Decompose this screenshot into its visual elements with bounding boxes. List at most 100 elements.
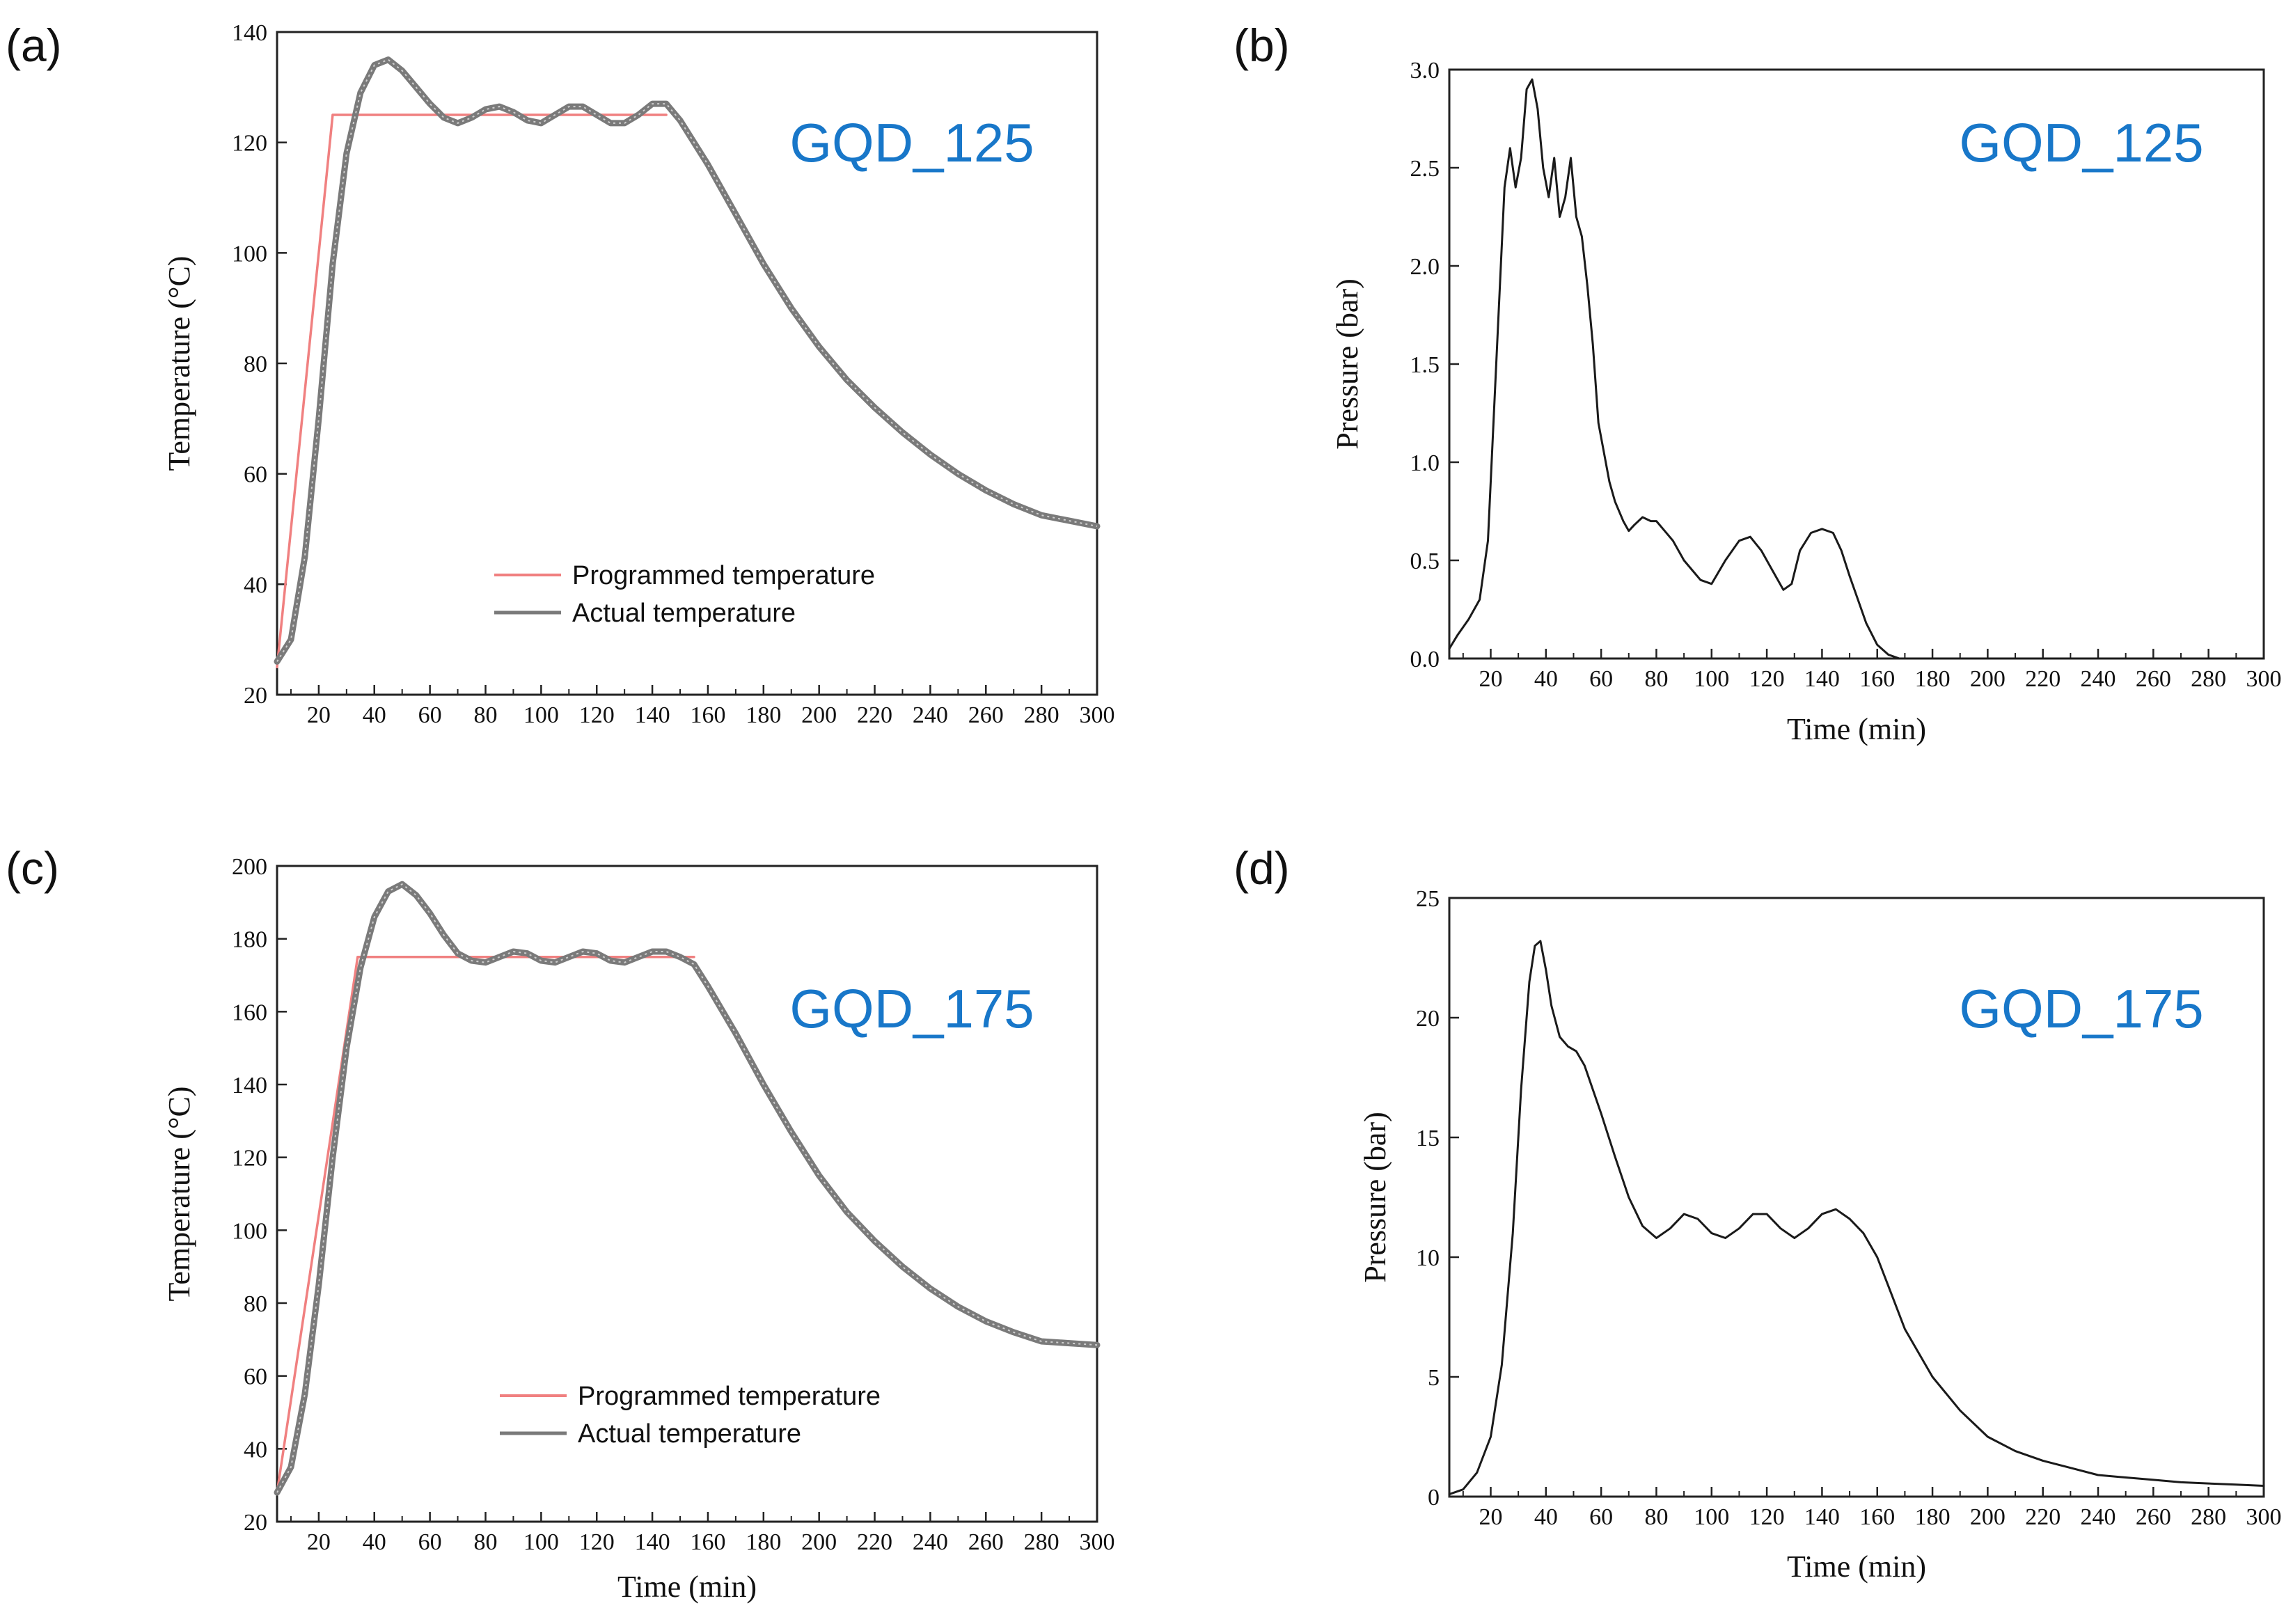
panel-label: (a) bbox=[6, 19, 62, 71]
x-tick-label: 260 bbox=[2136, 1504, 2171, 1530]
x-tick-label: 180 bbox=[746, 702, 781, 728]
x-tick-label: 160 bbox=[690, 702, 725, 728]
x-tick-label: 140 bbox=[635, 1529, 670, 1555]
x-tick-label: 300 bbox=[1080, 1529, 1115, 1555]
y-tick-label: 60 bbox=[244, 462, 267, 488]
y-tick-label: 20 bbox=[244, 683, 267, 709]
x-tick-label: 40 bbox=[363, 1529, 386, 1555]
x-tick-label: 240 bbox=[2081, 1504, 2116, 1530]
x-tick-label: 120 bbox=[1749, 1504, 1785, 1530]
x-tick-label: 60 bbox=[1589, 666, 1613, 692]
y-tick-label: 10 bbox=[1416, 1245, 1440, 1271]
x-tick-label: 300 bbox=[2246, 666, 2282, 692]
sample-label: GQD_125 bbox=[789, 112, 1034, 173]
y-tick-label: 100 bbox=[232, 241, 267, 267]
x-tick-label: 220 bbox=[2025, 1504, 2060, 1530]
x-tick-label: 220 bbox=[857, 1529, 892, 1555]
plot-frame bbox=[276, 865, 1098, 1523]
x-tick-label: 40 bbox=[363, 702, 386, 728]
y-axis-label: Temperature (°C) bbox=[162, 256, 196, 471]
panel-b-pressure-gqd125: 20 40 60 80 100 120 140 160 180 200 220 240 260 280 30… bbox=[1234, 19, 2282, 746]
panel-d-pressure-gqd175: 20 40 60 80 100 120 140 160 180 200 220 240 260 280 30… bbox=[1234, 842, 2282, 1584]
x-tick-label: 100 bbox=[1694, 666, 1729, 692]
legend-entry: Actual temperature bbox=[578, 1419, 801, 1449]
legend-entry: Programmed temperature bbox=[572, 561, 875, 590]
y-axis-label: Pressure (bar) bbox=[1330, 278, 1364, 450]
x-tick-label: 140 bbox=[635, 702, 670, 728]
x-tick-label: 60 bbox=[1589, 1504, 1613, 1530]
y-tick-label: 140 bbox=[232, 1073, 267, 1098]
pressure-line bbox=[1448, 940, 2265, 1496]
x-tick-label: 60 bbox=[418, 702, 442, 728]
x-tick-label: 100 bbox=[523, 1529, 559, 1555]
y-tick-label: 160 bbox=[232, 1000, 267, 1025]
x-tick-label: 260 bbox=[2136, 666, 2171, 692]
y-tick-label: 25 bbox=[1416, 886, 1440, 912]
plot-frame bbox=[1448, 897, 2265, 1498]
x-tick-label: 260 bbox=[968, 702, 1004, 728]
y-tick-label: 80 bbox=[244, 1291, 267, 1317]
x-tick-label: 280 bbox=[2191, 666, 2226, 692]
x-tick-label: 220 bbox=[857, 702, 892, 728]
y-tick-label: 120 bbox=[232, 131, 267, 157]
x-tick-label: 160 bbox=[690, 1529, 725, 1555]
x-tick-label: 280 bbox=[1024, 1529, 1059, 1555]
x-tick-label: 20 bbox=[307, 1529, 331, 1555]
actual-temperature-line bbox=[274, 881, 1101, 1496]
x-tick-label: 60 bbox=[418, 1529, 442, 1555]
y-tick-label: 60 bbox=[244, 1364, 267, 1390]
panel-label: (b) bbox=[1234, 19, 1290, 71]
y-tick-label: 80 bbox=[244, 352, 267, 377]
x-tick-label: 300 bbox=[1080, 702, 1115, 728]
x-tick-label: 280 bbox=[2191, 1504, 2226, 1530]
y-tick-label: 140 bbox=[232, 20, 267, 46]
y-tick-label: 200 bbox=[232, 854, 267, 880]
x-tick-label: 80 bbox=[1644, 666, 1668, 692]
x-tick-label: 160 bbox=[1859, 666, 1895, 692]
x-axis-label: Time (min) bbox=[1787, 712, 1926, 746]
x-tick-label: 80 bbox=[473, 1529, 497, 1555]
x-tick-label: 160 bbox=[1859, 1504, 1895, 1530]
x-tick-label: 180 bbox=[1915, 666, 1951, 692]
y-tick-label: 180 bbox=[232, 927, 267, 953]
x-tick-label: 140 bbox=[1804, 1504, 1840, 1530]
x-tick-label: 260 bbox=[968, 1529, 1004, 1555]
legend-entry: Actual temperature bbox=[572, 599, 796, 628]
x-tick-label: 120 bbox=[579, 702, 615, 728]
y-tick-label: 0 bbox=[1428, 1485, 1440, 1511]
y-tick-label: 0.5 bbox=[1410, 549, 1440, 574]
x-tick-label: 120 bbox=[1749, 666, 1785, 692]
y-tick-label: 5 bbox=[1428, 1365, 1440, 1391]
programmed-temperature-line bbox=[276, 956, 695, 1494]
x-tick-label: 300 bbox=[2246, 1504, 2282, 1530]
y-tick-label: 3.0 bbox=[1410, 58, 1440, 84]
x-tick-label: 20 bbox=[1479, 1504, 1502, 1530]
y-tick-label: 2.0 bbox=[1410, 254, 1440, 280]
pressure-line bbox=[1448, 78, 2265, 660]
x-tick-label: 40 bbox=[1534, 1504, 1558, 1530]
x-tick-label: 200 bbox=[801, 702, 837, 728]
y-tick-label: 1.0 bbox=[1410, 450, 1440, 476]
x-tick-label: 280 bbox=[1024, 702, 1059, 728]
x-tick-label: 40 bbox=[1534, 666, 1558, 692]
x-tick-label: 240 bbox=[913, 1529, 948, 1555]
x-tick-label: 220 bbox=[2025, 666, 2060, 692]
x-tick-label: 200 bbox=[1970, 666, 2006, 692]
x-axis-label: Time (min) bbox=[1787, 1550, 1926, 1584]
y-axis-label: Pressure (bar) bbox=[1358, 1112, 1392, 1283]
x-tick-label: 20 bbox=[1479, 666, 1502, 692]
y-tick-label: 15 bbox=[1416, 1126, 1440, 1151]
y-tick-label: 1.5 bbox=[1410, 352, 1440, 378]
x-tick-label: 80 bbox=[473, 702, 497, 728]
y-tick-label: 40 bbox=[244, 1437, 267, 1463]
x-tick-label: 180 bbox=[1915, 1504, 1951, 1530]
x-tick-label: 80 bbox=[1644, 1504, 1668, 1530]
x-tick-label: 200 bbox=[801, 1529, 837, 1555]
panel-label: (c) bbox=[6, 842, 59, 894]
x-tick-label: 100 bbox=[523, 702, 559, 728]
x-tick-label: 100 bbox=[1694, 1504, 1729, 1530]
x-tick-label: 180 bbox=[746, 1529, 781, 1555]
y-axis-label: Temperature (°C) bbox=[162, 1087, 196, 1302]
y-tick-label: 0.0 bbox=[1410, 647, 1440, 672]
